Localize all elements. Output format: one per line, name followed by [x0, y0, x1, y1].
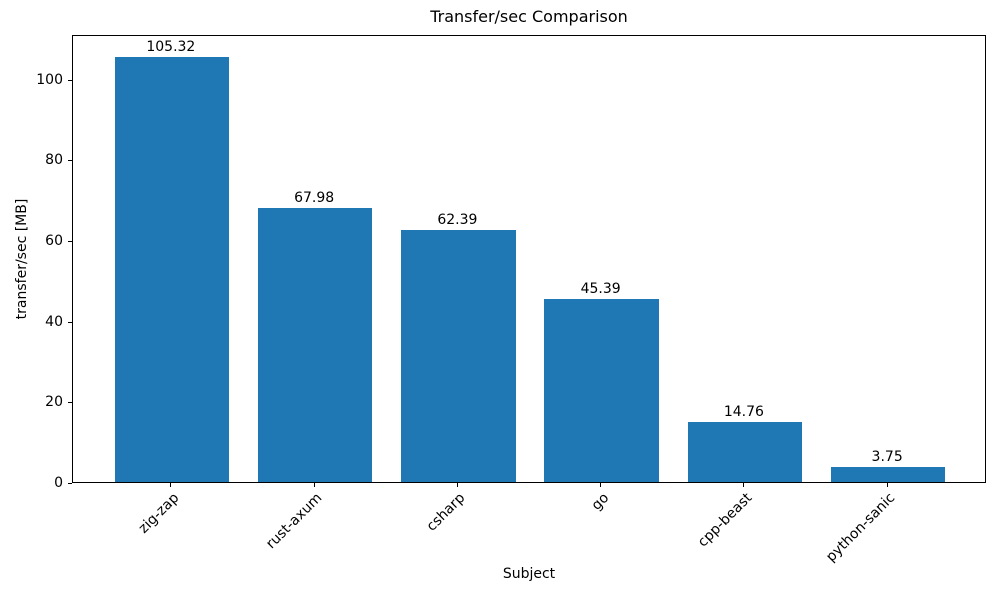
x-tick-mark [600, 483, 602, 487]
y-tick-label: 80 [45, 152, 63, 169]
y-tick-mark [68, 160, 72, 162]
bar-value-label: 45.39 [580, 280, 621, 297]
bar-rust-axum [257, 207, 373, 482]
chart-title: Transfer/sec Comparison [430, 7, 628, 26]
bar-value-label: 3.75 [871, 448, 903, 465]
x-tick-mark [743, 483, 745, 487]
y-tick-mark [68, 402, 72, 404]
bar-value-label: 67.98 [294, 189, 335, 206]
x-tick-label: python-sanic [823, 490, 899, 566]
bar-python-sanic [830, 466, 946, 482]
x-tick-label: csharp [424, 490, 469, 535]
y-axis-title: transfer/sec [MB] [14, 198, 30, 320]
bar-cpp-beast [687, 422, 803, 482]
y-tick-label: 20 [45, 394, 63, 411]
y-tick-mark [68, 241, 72, 243]
bar-go [544, 298, 659, 482]
x-tick-mark [456, 483, 458, 487]
bar-csharp [401, 230, 516, 482]
x-tick-mark [886, 483, 888, 487]
y-tick-label: 100 [36, 71, 63, 88]
x-tick-mark [170, 483, 172, 487]
x-tick-label: go [588, 490, 612, 514]
y-tick-label: 40 [45, 313, 63, 330]
plot-area [72, 35, 986, 483]
bar-value-label: 14.76 [723, 404, 764, 421]
bar-value-label: 62.39 [437, 212, 478, 229]
x-tick-label: cpp-beast [694, 490, 756, 551]
y-tick-mark [68, 321, 72, 323]
y-tick-label: 0 [54, 475, 63, 491]
y-tick-mark [68, 483, 72, 484]
x-tick-label: rust-axum [263, 490, 326, 553]
bar-zig-zap [114, 57, 230, 482]
x-axis-title: Subject [502, 566, 556, 582]
bar-value-label: 105.32 [146, 39, 196, 56]
x-tick-mark [313, 483, 315, 487]
y-tick-mark [68, 79, 72, 81]
y-tick-label: 60 [45, 233, 63, 250]
x-tick-label: zig-zap [135, 490, 183, 537]
